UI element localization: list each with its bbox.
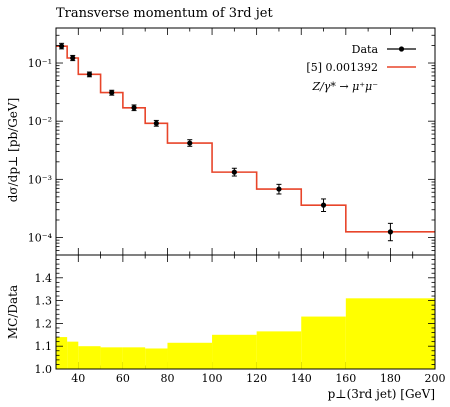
ratio-frame <box>55 254 436 370</box>
x-axis-label: p⊥(3rd jet) [GeV] <box>328 387 435 401</box>
data-point <box>109 89 115 96</box>
ratio-band-bin <box>78 346 101 369</box>
data-point <box>387 229 394 235</box>
x-tick-label: 100 <box>202 372 223 385</box>
ratio-panel: 40 60 80 100 120 140 160 180 200 1.0 1.1 1.2 1.3 1.4 <box>35 254 446 385</box>
y-tick-label: 10⁻¹ <box>28 57 52 70</box>
x-tick-label: 160 <box>335 372 356 385</box>
data-point <box>320 202 327 208</box>
x-tick-label: 60 <box>116 372 130 385</box>
ratio-band-bin <box>212 334 257 369</box>
ratio-band-bin <box>256 331 302 369</box>
data-point <box>153 120 159 126</box>
ratio-band-bin <box>56 337 68 369</box>
legend-marker-data-point <box>398 46 405 52</box>
legend-label-data: Data <box>352 43 379 56</box>
main-frame <box>55 27 436 256</box>
data-point <box>86 71 93 77</box>
ratio-band-bin <box>100 347 123 369</box>
ratio-band-bin <box>345 298 435 369</box>
legend: Data [5] 0.001392 Z/γ* → μ⁺μ⁻ <box>306 43 416 93</box>
x-tick-label: 120 <box>246 372 267 385</box>
data-point <box>131 105 137 111</box>
y-axis-label: dσ/dp⊥ [pb/GeV] <box>6 98 20 203</box>
ratio-band-bin <box>122 347 146 369</box>
ratio-y-axis-label: MC/Data <box>6 285 20 339</box>
x-tick-label: 140 <box>291 372 312 385</box>
y-tick-label: 10⁻³ <box>28 173 52 186</box>
ratio-y-tick-label: 1.2 <box>35 317 53 330</box>
mc-histogram-line <box>56 45 435 233</box>
ratio-y-tick-label: 1.1 <box>35 340 53 353</box>
legend-label-mc: [5] 0.001392 <box>306 61 378 74</box>
data-point <box>187 140 193 146</box>
ratio-band-bin <box>145 348 168 369</box>
data-point <box>70 55 76 61</box>
y-tick-label: 10⁻² <box>28 115 52 128</box>
ratio-band-bin <box>301 316 346 369</box>
ratio-y-tick-label: 1.3 <box>35 295 53 308</box>
x-tick-label: 180 <box>380 372 401 385</box>
data-point <box>58 43 65 49</box>
y-tick-label: 10⁻⁴ <box>28 231 53 244</box>
x-tick-label: 200 <box>425 372 446 385</box>
ratio-band-bin <box>67 341 79 369</box>
plot-title: Transverse momentum of 3rd jet <box>56 6 273 21</box>
ratio-band-bin <box>167 342 213 369</box>
data-point <box>276 186 282 192</box>
legend-process-label: Z/γ* → μ⁺μ⁻ <box>311 80 378 93</box>
x-tick-label: 40 <box>71 372 85 385</box>
x-tick-label: 80 <box>160 372 174 385</box>
ratio-y-tick-label: 1.0 <box>35 363 53 376</box>
data-point <box>231 169 237 175</box>
ratio-y-tick-label: 1.4 <box>35 272 53 285</box>
